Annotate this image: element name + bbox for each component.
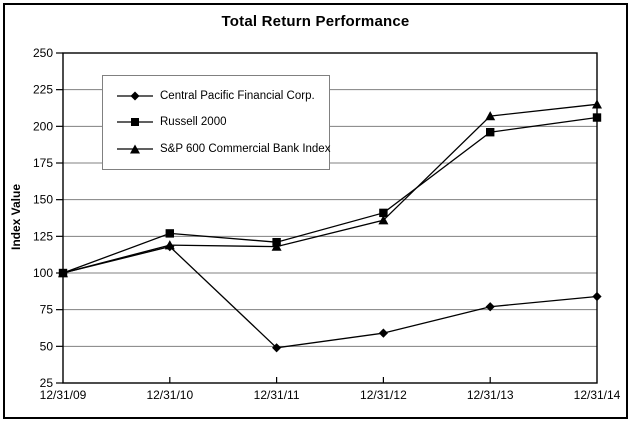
x-tick-label: 12/31/09 <box>40 388 87 402</box>
triangle-marker-icon <box>378 215 389 225</box>
y-tick-label: 25 <box>40 376 54 390</box>
series-central-pacific-financial-corp <box>58 242 602 353</box>
x-tick-label: 12/31/12 <box>360 388 407 402</box>
square-marker-icon <box>165 229 174 238</box>
y-tick-label: 75 <box>40 303 54 317</box>
square-marker-icon <box>379 208 388 218</box>
legend-label: S&P 600 Commercial Bank Index <box>160 142 331 155</box>
diamond-marker-icon <box>378 328 388 338</box>
y-tick-label: 150 <box>33 193 53 207</box>
diamond-marker-icon <box>485 302 495 312</box>
x-tick-label: 12/31/10 <box>146 388 193 402</box>
square-marker-icon <box>592 113 602 122</box>
triangle-marker-icon <box>485 111 496 121</box>
y-tick-label: 225 <box>33 83 53 97</box>
diamond-marker-icon <box>272 343 282 353</box>
triangle-marker-icon <box>271 241 282 251</box>
legend: Central Pacific Financial Corp. Russell … <box>102 75 330 170</box>
y-tick-label: 100 <box>33 266 53 280</box>
series-line <box>62 103 598 274</box>
triangle-marker-icon <box>58 268 68 278</box>
triangle-marker-icon <box>164 240 175 250</box>
series-line <box>62 245 598 349</box>
y-tick-label: 50 <box>40 339 54 353</box>
triangle-marker-icon <box>117 144 153 154</box>
legend-label: Russell 2000 <box>160 116 227 129</box>
series-line <box>62 116 598 274</box>
legend-label: Central Pacific Financial Corp. <box>160 90 315 103</box>
square-marker-icon <box>486 128 495 137</box>
chart-title: Total Return Performance <box>221 13 410 30</box>
y-tick-label: 175 <box>33 156 53 170</box>
x-tick-label: 12/31/11 <box>254 388 300 402</box>
legend-item-sp600-bank-index: S&P 600 Commercial Bank Index <box>117 143 330 155</box>
x-tick-label: 12/31/13 <box>467 388 514 402</box>
y-tick-label: 125 <box>33 229 53 243</box>
legend-item-russell-2000: Russell 2000 <box>117 116 325 128</box>
chart-outer-border <box>3 3 628 419</box>
plot-border <box>62 52 598 384</box>
y-tick-label: 250 <box>33 46 53 60</box>
legend-item-central-pacific: Central Pacific Financial Corp. <box>117 90 325 102</box>
diamond-marker-icon <box>592 291 602 302</box>
triangle-marker-icon <box>592 99 602 109</box>
square-marker-icon <box>117 118 153 127</box>
x-tick-label: 12/31/14 <box>574 388 621 402</box>
y-tick-label: 200 <box>33 119 53 133</box>
series-s-p-600-commercial-bank-index <box>58 99 602 278</box>
diamond-marker-icon <box>117 91 153 101</box>
